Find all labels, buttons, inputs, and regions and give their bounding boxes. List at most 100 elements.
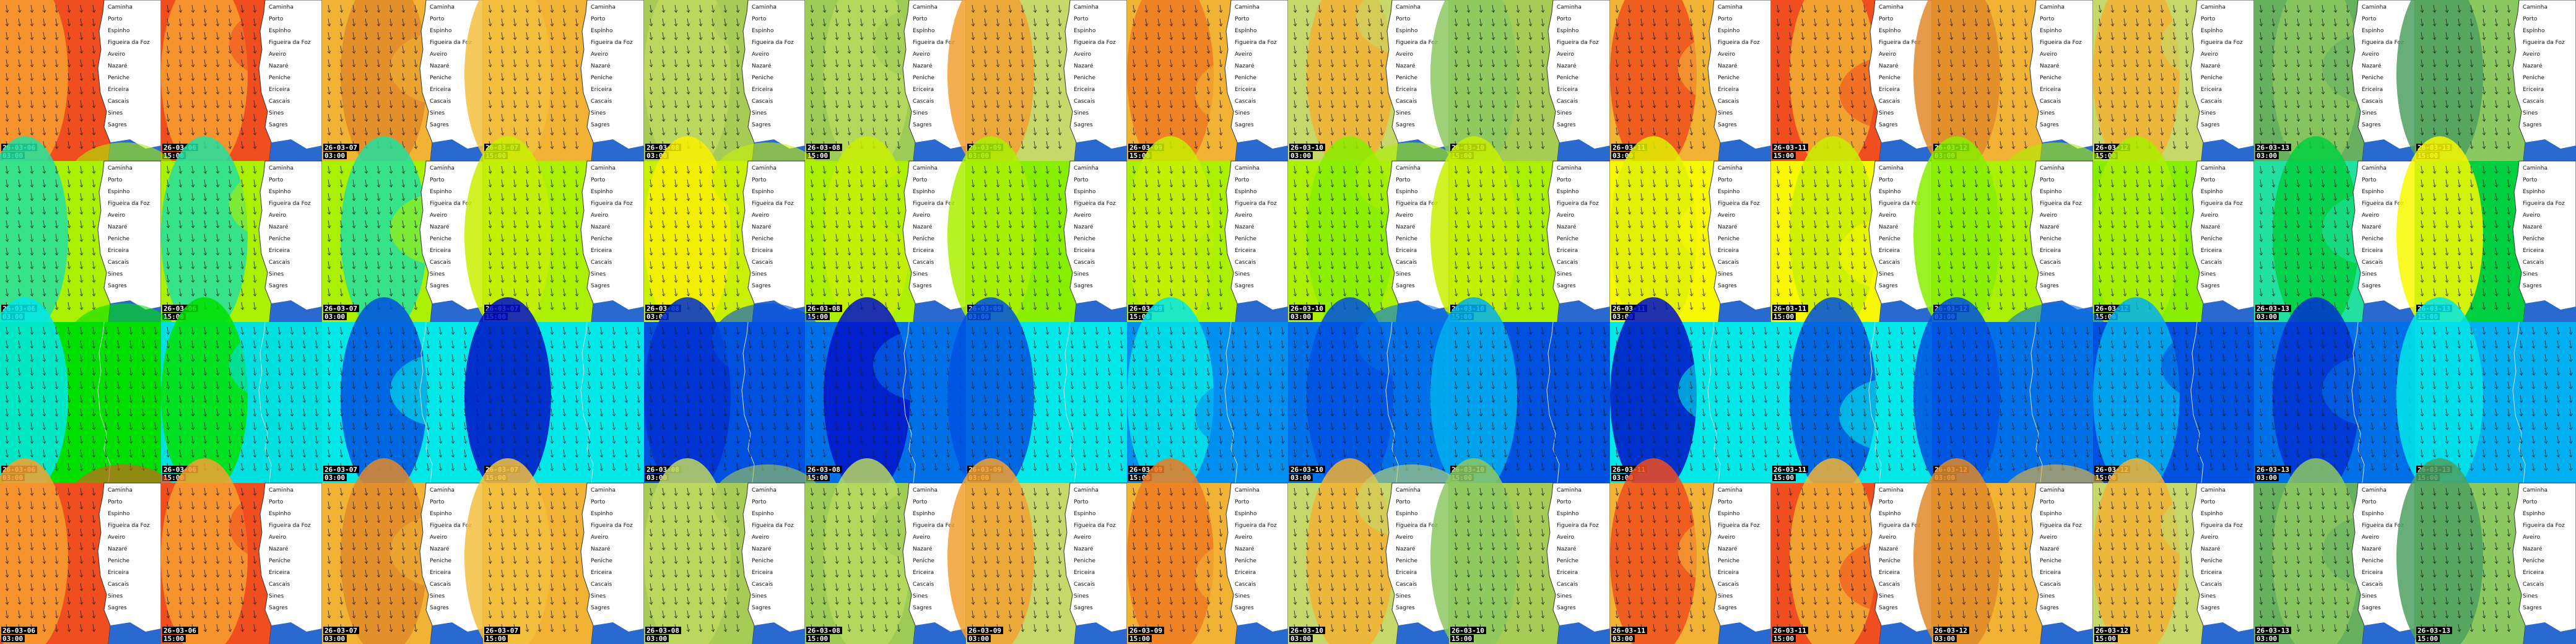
place-name: Sagres bbox=[1074, 283, 1093, 289]
wind-arrow bbox=[1801, 72, 1805, 81]
wind-arrow bbox=[401, 18, 406, 27]
place-name: Figueira da Foz bbox=[752, 201, 794, 207]
wind-arrow bbox=[228, 18, 232, 27]
wind-arrow bbox=[1454, 100, 1458, 108]
wind-arrow bbox=[1045, 18, 1050, 27]
place-name: Espinho bbox=[2201, 28, 2223, 34]
wind-arrow bbox=[376, 59, 381, 67]
wind-arrow bbox=[339, 18, 344, 27]
wind-arrow bbox=[240, 86, 245, 95]
shelf bbox=[1879, 139, 1932, 161]
shelf bbox=[269, 139, 322, 161]
wind-arrow bbox=[1144, 127, 1149, 136]
place-name: Peniche bbox=[269, 236, 291, 242]
wind-arrow bbox=[228, 59, 232, 67]
place-name: Caminha bbox=[591, 165, 616, 172]
place-name: Espinho bbox=[591, 28, 613, 34]
place-name: Figueira da Foz bbox=[591, 201, 633, 207]
wind-arrow bbox=[525, 59, 529, 67]
place-name: Aveiro bbox=[2040, 212, 2057, 219]
wind-arrow bbox=[1045, 59, 1050, 67]
wind-arrow bbox=[1652, 127, 1656, 136]
wind-arrow bbox=[1367, 45, 1372, 54]
wind-arrow bbox=[1627, 4, 1632, 13]
wind-arrow bbox=[1863, 59, 1867, 67]
wind-arrow bbox=[240, 141, 245, 149]
wind-arrow bbox=[1206, 100, 1211, 108]
wind-arrow bbox=[1801, 113, 1805, 122]
wind-arrow bbox=[1033, 45, 1037, 54]
place-name: Porto bbox=[2040, 16, 2055, 22]
wind-arrow bbox=[1206, 141, 1211, 149]
wind-arrow bbox=[30, 45, 34, 54]
wind-arrow bbox=[1479, 18, 1483, 27]
wind-arrow bbox=[1194, 127, 1198, 136]
place-name: Cascais bbox=[1074, 98, 1095, 105]
wind-arrow bbox=[1169, 18, 1173, 27]
wind-arrow bbox=[686, 86, 690, 95]
wind-arrow bbox=[67, 100, 71, 108]
wind-arrow bbox=[5, 127, 9, 136]
place-name: Figueira da Foz bbox=[2523, 201, 2565, 207]
wind-arrow bbox=[178, 72, 183, 81]
wind-arrow bbox=[1863, 32, 1867, 40]
wind-arrow bbox=[525, 32, 529, 40]
wind-arrow bbox=[1627, 59, 1632, 67]
wind-arrow bbox=[822, 59, 827, 67]
wind-arrow bbox=[253, 18, 257, 27]
wind-arrow bbox=[54, 45, 59, 54]
place-name: Figueira da Foz bbox=[1879, 201, 1921, 207]
wind-arrow bbox=[1305, 59, 1310, 67]
wind-arrow bbox=[513, 45, 517, 54]
wind-arrow bbox=[203, 113, 207, 122]
wind-arrow bbox=[253, 45, 257, 54]
wind-arrow bbox=[488, 86, 492, 95]
wind-arrow bbox=[1503, 45, 1508, 54]
wind-arrow bbox=[736, 127, 740, 136]
place-name: Peniche bbox=[108, 75, 130, 81]
wind-arrow bbox=[872, 100, 876, 108]
wind-arrow bbox=[30, 32, 34, 40]
wind-arrow bbox=[983, 100, 988, 108]
wind-arrow bbox=[698, 113, 703, 122]
wind-arrow bbox=[42, 59, 46, 67]
wind-arrow bbox=[1033, 86, 1037, 95]
place-name: Nazaré bbox=[1235, 224, 1255, 230]
place-name: Cascais bbox=[2040, 98, 2061, 105]
wind-arrow bbox=[1033, 18, 1037, 27]
wind-arrow bbox=[1838, 100, 1842, 108]
place-name: Caminha bbox=[2362, 4, 2387, 11]
wind-arrow bbox=[575, 45, 579, 54]
wind-arrow bbox=[1838, 113, 1842, 122]
wind-arrow bbox=[1664, 113, 1669, 122]
wind-arrow bbox=[996, 4, 1000, 13]
place-name: Nazaré bbox=[1879, 63, 1899, 69]
wind-arrow bbox=[649, 59, 653, 67]
place-name: Caminha bbox=[2523, 4, 2548, 11]
place-name: Nazaré bbox=[108, 63, 128, 69]
place-name: Sagres bbox=[1235, 283, 1254, 289]
place-name: Peniche bbox=[2362, 75, 2384, 81]
wind-arrow bbox=[1157, 113, 1161, 122]
wind-arrow bbox=[1776, 113, 1780, 122]
wind-arrow bbox=[1503, 141, 1508, 149]
wind-arrow bbox=[1169, 127, 1173, 136]
place-name: Sines bbox=[752, 271, 767, 277]
place-name: Peniche bbox=[913, 75, 935, 81]
wind-arrow bbox=[364, 4, 368, 13]
wind-arrow bbox=[847, 4, 851, 13]
wind-arrow bbox=[1305, 18, 1310, 27]
place-name: Figueira da Foz bbox=[108, 40, 150, 46]
wind-arrow bbox=[1293, 100, 1297, 108]
wind-arrow bbox=[1627, 45, 1632, 54]
wind-arrow bbox=[1503, 32, 1508, 40]
wind-arrow bbox=[364, 127, 368, 136]
wind-arrow bbox=[376, 45, 381, 54]
wind-arrow bbox=[1640, 113, 1644, 122]
wind-arrow bbox=[67, 141, 71, 149]
place-name: Nazaré bbox=[752, 224, 772, 230]
place-name: Cascais bbox=[591, 259, 612, 266]
place-name: Sagres bbox=[430, 122, 449, 128]
place-name: Nazaré bbox=[1557, 63, 1577, 69]
wind-arrow bbox=[79, 86, 84, 95]
